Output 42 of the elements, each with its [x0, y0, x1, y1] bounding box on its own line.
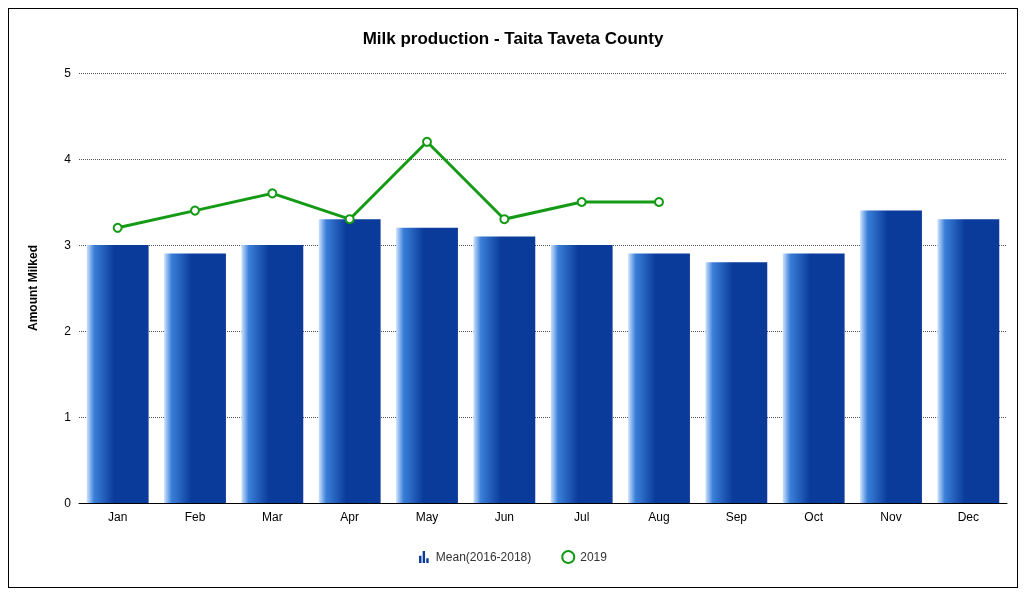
- bar: [86, 245, 149, 503]
- x-tick-label: Sep: [725, 510, 748, 524]
- x-tick-label: May: [415, 510, 439, 524]
- point: [112, 222, 123, 233]
- point: [654, 197, 664, 207]
- bar: [860, 210, 922, 503]
- x-tick-label: Jun: [494, 510, 515, 524]
- x-tick-label: Nov: [880, 510, 902, 524]
- y-tick-label: 3: [64, 238, 72, 252]
- y-tick-label: 2: [64, 324, 72, 338]
- legend-label: 2019: [580, 550, 608, 564]
- bar: [241, 245, 304, 503]
- bar: [550, 245, 613, 503]
- x-tick-label: Mar: [262, 510, 283, 524]
- bar: [473, 236, 536, 503]
- bar: [705, 262, 768, 503]
- bar: [937, 219, 1000, 503]
- x-tick-label: Dec: [957, 510, 980, 524]
- x-tick-label: Feb: [184, 510, 206, 524]
- point: [576, 197, 587, 207]
- point: [190, 205, 200, 216]
- point: [422, 136, 432, 147]
- x-tick-label: Apr: [340, 510, 360, 524]
- bar: [628, 253, 690, 503]
- y-tick-label: 0: [64, 496, 72, 510]
- chart-title: Milk production - Taita Taveta County: [362, 29, 664, 48]
- legend-label: Mean(2016-2018): [435, 550, 532, 564]
- y-tick-label: 4: [64, 152, 72, 166]
- y-tick-label: 1: [64, 410, 72, 424]
- x-tick-label: Aug: [648, 510, 670, 524]
- y-axis-title: Amount Milked: [26, 245, 40, 331]
- x-tick-label: Jan: [107, 510, 128, 524]
- bar: [396, 227, 458, 503]
- point: [267, 188, 278, 199]
- bar: [164, 253, 226, 503]
- x-tick-label: Oct: [804, 510, 824, 524]
- bar: [318, 219, 381, 503]
- point: [499, 214, 510, 225]
- point: [344, 214, 355, 225]
- y-tick-label: 5: [64, 66, 72, 80]
- x-tick-label: Jul: [573, 510, 590, 524]
- bar: [782, 253, 845, 503]
